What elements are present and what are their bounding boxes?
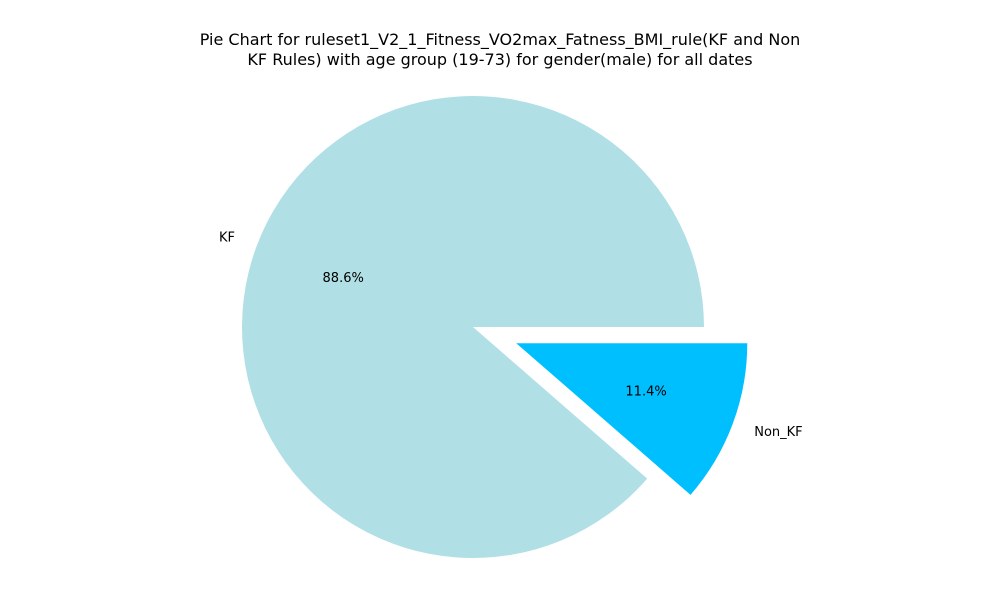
slice-label-non-kf: Non_KF: [754, 425, 802, 440]
slice-label-kf: KF: [219, 230, 235, 245]
slice-percent-kf: 88.6%: [323, 271, 364, 286]
pie-labels: KF 88.6% Non_KF 11.4%: [219, 230, 803, 439]
pie-slices: [242, 95, 748, 558]
pie-slice-non-kf: [516, 343, 748, 495]
pie-slice-kf: [242, 95, 704, 558]
chart-title-line-2: KF Rules) with age group (19-73) for gen…: [247, 50, 752, 69]
chart-title-line-1: Pie Chart for ruleset1_V2_1_Fitness_VO2m…: [200, 30, 801, 50]
slice-percent-non-kf: 11.4%: [625, 384, 666, 399]
